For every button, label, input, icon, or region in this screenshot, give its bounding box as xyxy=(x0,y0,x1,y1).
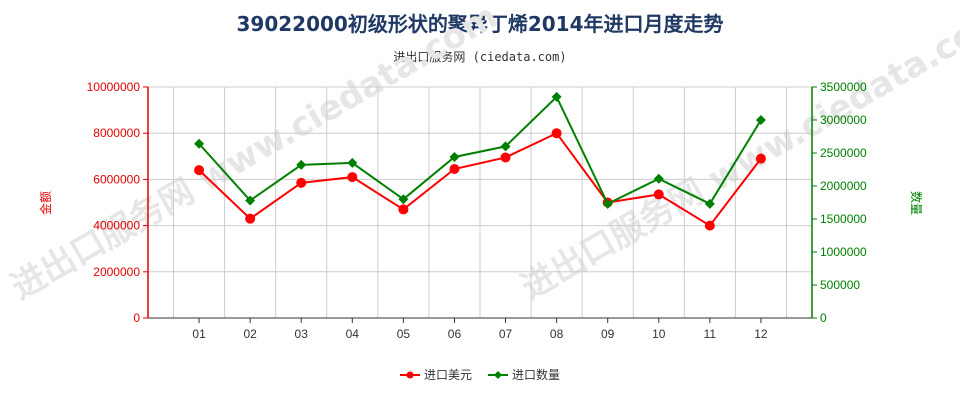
series-layer xyxy=(194,91,766,231)
x-tick-label: 06 xyxy=(448,327,462,341)
legend-item: 进口数量 xyxy=(488,367,560,382)
series-import-quantity xyxy=(194,91,766,209)
x-tick-label: 05 xyxy=(397,327,411,341)
x-tick-label: 10 xyxy=(652,327,666,341)
y-left-tick-label: 2000000 xyxy=(93,265,140,279)
y-left-tick-label: 4000000 xyxy=(93,219,140,233)
x-tick-label: 07 xyxy=(499,327,513,341)
x-tick-label: 04 xyxy=(346,327,360,341)
y-right-tick-label: 1000000 xyxy=(820,245,867,259)
y-left-tick-label: 0 xyxy=(133,311,140,325)
y-left-tick-label: 8000000 xyxy=(93,126,140,140)
data-point xyxy=(245,195,256,206)
data-point xyxy=(398,204,409,215)
x-tick-label: 03 xyxy=(295,327,309,341)
data-point xyxy=(500,141,511,152)
x-tick-label: 12 xyxy=(754,327,768,341)
chart-title: 39022000初级形状的聚异丁烯2014年进口月度走势 xyxy=(236,12,724,36)
x-tick-label: 11 xyxy=(704,327,717,341)
y-right-tick-label: 500000 xyxy=(820,278,860,292)
data-point xyxy=(500,152,511,163)
legend-item: 进口美元 xyxy=(400,368,472,382)
data-point xyxy=(755,115,766,125)
data-point xyxy=(296,159,307,170)
watermark-text-2: 进出口服务网 www.ciedata.com xyxy=(515,0,960,308)
data-point xyxy=(449,164,460,175)
data-point xyxy=(296,177,307,188)
data-point xyxy=(551,128,562,139)
data-point xyxy=(245,213,256,224)
x-tick-label: 02 xyxy=(243,327,257,341)
data-point xyxy=(194,138,205,149)
y-right-tick-label: 1500000 xyxy=(820,212,867,226)
y-right-tick-label: 0 xyxy=(820,311,827,325)
legend-label: 进口美元 xyxy=(424,368,472,382)
legend-marker xyxy=(494,371,502,379)
legend-label: 进口数量 xyxy=(512,367,560,382)
y-right-tick-label: 3500000 xyxy=(820,80,867,94)
data-point xyxy=(653,189,664,200)
y-right-tick-label: 3000000 xyxy=(820,113,867,127)
chart-subtitle: 进出口服务网 (ciedata.com) xyxy=(393,50,567,64)
data-point xyxy=(449,151,460,162)
data-point xyxy=(347,157,358,168)
x-tick-label: 08 xyxy=(550,327,564,341)
y-right-tick-label: 2000000 xyxy=(820,179,867,193)
data-point xyxy=(602,198,613,209)
data-point xyxy=(347,172,358,183)
data-point xyxy=(194,165,205,176)
data-point xyxy=(704,198,715,209)
axes: 0200000040000006000000800000010000000050… xyxy=(87,80,867,341)
series-line xyxy=(198,131,762,227)
x-tick-label: 01 xyxy=(192,327,206,341)
data-point xyxy=(398,194,409,205)
series-line xyxy=(198,95,762,206)
y-axis-right-label: 数量 xyxy=(909,191,924,215)
data-point xyxy=(704,220,715,231)
data-point xyxy=(755,153,766,164)
legend: 进口美元 进口数量 xyxy=(400,367,560,382)
data-point xyxy=(653,173,664,184)
y-right-tick-label: 2500000 xyxy=(820,146,867,160)
legend-marker xyxy=(406,371,414,379)
y-axis-left-label: 金额 xyxy=(38,191,53,215)
y-left-tick-label: 10000000 xyxy=(87,80,141,94)
x-tick-label: 09 xyxy=(601,327,615,341)
data-point xyxy=(551,91,562,102)
y-left-tick-label: 6000000 xyxy=(93,172,140,186)
